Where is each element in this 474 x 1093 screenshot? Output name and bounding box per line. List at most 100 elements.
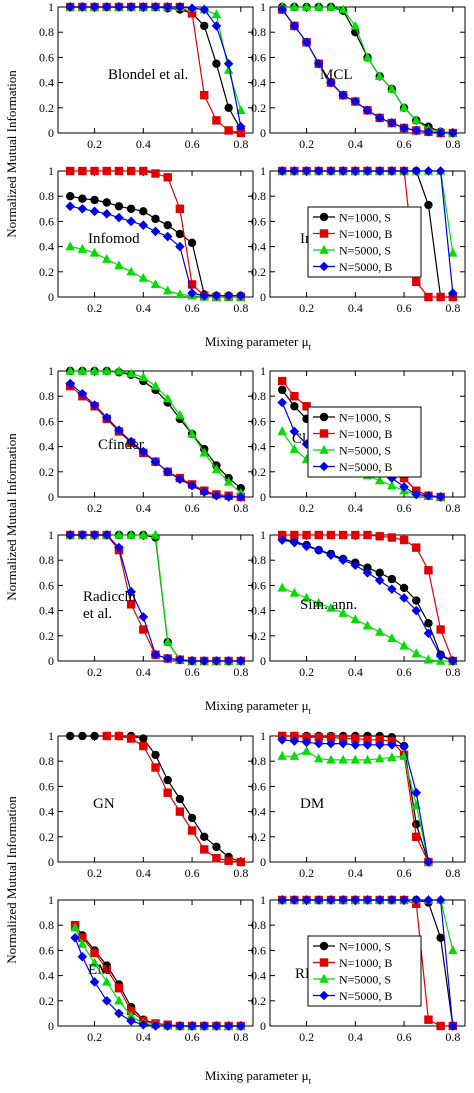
- x-tick-label: 0.2: [87, 301, 102, 315]
- x-tick-label: 0.4: [348, 137, 363, 151]
- data-point: [89, 365, 100, 375]
- y-tick-label: 0.2: [39, 265, 54, 279]
- data-point: [423, 654, 434, 664]
- data-point: [114, 425, 124, 436]
- data-point: [102, 976, 112, 986]
- x-tick-label: 0.4: [136, 1030, 151, 1044]
- y-tick-label: 0: [260, 855, 266, 869]
- data-point: [338, 754, 348, 764]
- data-point: [289, 443, 300, 453]
- data-point: [224, 856, 233, 865]
- data-point: [90, 195, 99, 205]
- x-tick-label: 0.6: [185, 501, 200, 515]
- y-tick-label: 0.2: [251, 265, 266, 279]
- y-tick-label: 0.6: [39, 214, 54, 228]
- data-point: [338, 530, 348, 540]
- data-point: [175, 1021, 185, 1031]
- data-point: [387, 533, 397, 542]
- x-axis-label-sub: t: [309, 706, 312, 716]
- data-point: [126, 166, 136, 176]
- data-point: [77, 2, 88, 12]
- data-point: [424, 566, 433, 575]
- data-point: [187, 1021, 197, 1031]
- data-point: [411, 787, 422, 798]
- data-point: [399, 482, 409, 492]
- data-point: [399, 473, 409, 483]
- x-tick-label: 0.8: [445, 665, 460, 679]
- data-point: [326, 530, 336, 540]
- data-point: [224, 126, 233, 135]
- data-point: [138, 372, 149, 381]
- y-tick-label: 0.2: [251, 629, 266, 643]
- x-tick-label: 0.8: [445, 501, 460, 515]
- data-point: [362, 105, 373, 116]
- x-axis-label-main: Mixing parameter μ: [205, 334, 309, 349]
- x-tick-label: 0.6: [397, 866, 412, 880]
- data-point: [314, 753, 324, 763]
- data-point: [326, 738, 336, 749]
- data-point: [289, 736, 300, 746]
- data-point: [224, 103, 233, 113]
- data-point: [301, 592, 312, 602]
- data-point: [139, 741, 148, 751]
- y-tick-label: 0.6: [251, 779, 266, 793]
- data-point: [338, 90, 348, 100]
- data-point: [236, 492, 246, 502]
- data-point: [319, 958, 329, 967]
- data-point: [277, 530, 287, 540]
- y-tick-label: 1: [48, 364, 54, 378]
- data-point: [326, 602, 336, 612]
- x-tick-label: 0.2: [87, 137, 102, 151]
- data-point: [211, 21, 222, 31]
- data-point: [424, 200, 433, 210]
- data-point: [77, 388, 88, 399]
- y-tick-label: 1: [48, 893, 54, 907]
- data-point: [319, 429, 329, 438]
- data-point: [362, 166, 373, 176]
- panel-label: DM: [300, 796, 324, 812]
- data-point: [211, 290, 222, 301]
- data-point: [89, 957, 100, 967]
- legend-entry: N=5000, S: [339, 444, 391, 458]
- y-tick-label: 0.4: [251, 240, 266, 254]
- x-tick-label: 0.2: [299, 137, 314, 151]
- y-tick-label: 0: [260, 1019, 266, 1033]
- data-point: [114, 731, 124, 741]
- data-point: [138, 446, 149, 457]
- y-tick-label: 0.6: [251, 214, 266, 228]
- y-tick-label: 1: [48, 0, 54, 14]
- data-point: [114, 202, 124, 211]
- data-point: [290, 392, 299, 401]
- data-point: [374, 895, 385, 905]
- y-tick-label: 0.8: [251, 25, 266, 39]
- data-point: [199, 656, 210, 666]
- data-point: [77, 951, 88, 962]
- x-tick-label: 0.8: [445, 866, 460, 880]
- data-point: [102, 254, 112, 263]
- data-point: [175, 204, 185, 213]
- data-point: [126, 734, 136, 743]
- data-point: [374, 740, 385, 750]
- data-point: [387, 83, 397, 93]
- data-point: [290, 402, 299, 411]
- data-point: [301, 895, 312, 905]
- y-tick-label: 0: [48, 490, 54, 504]
- data-point: [126, 1016, 136, 1026]
- data-point: [350, 560, 361, 571]
- data-point: [90, 948, 99, 958]
- data-point: [289, 750, 300, 760]
- data-point: [399, 741, 409, 751]
- plot-frame: [57, 6, 254, 134]
- x-tick-label: 0.2: [87, 665, 102, 679]
- y-tick-label: 1: [260, 164, 266, 178]
- y-tick-label: 0: [260, 490, 266, 504]
- data-point: [211, 1021, 222, 1031]
- data-point: [289, 166, 300, 176]
- data-point: [387, 584, 397, 594]
- y-tick-label: 0.4: [251, 805, 266, 819]
- data-point: [199, 447, 209, 457]
- y-axis-label: Normalized Mutual Information: [4, 433, 19, 601]
- data-point: [65, 731, 75, 741]
- data-point: [200, 845, 209, 854]
- y-tick-label: 0.8: [39, 553, 54, 567]
